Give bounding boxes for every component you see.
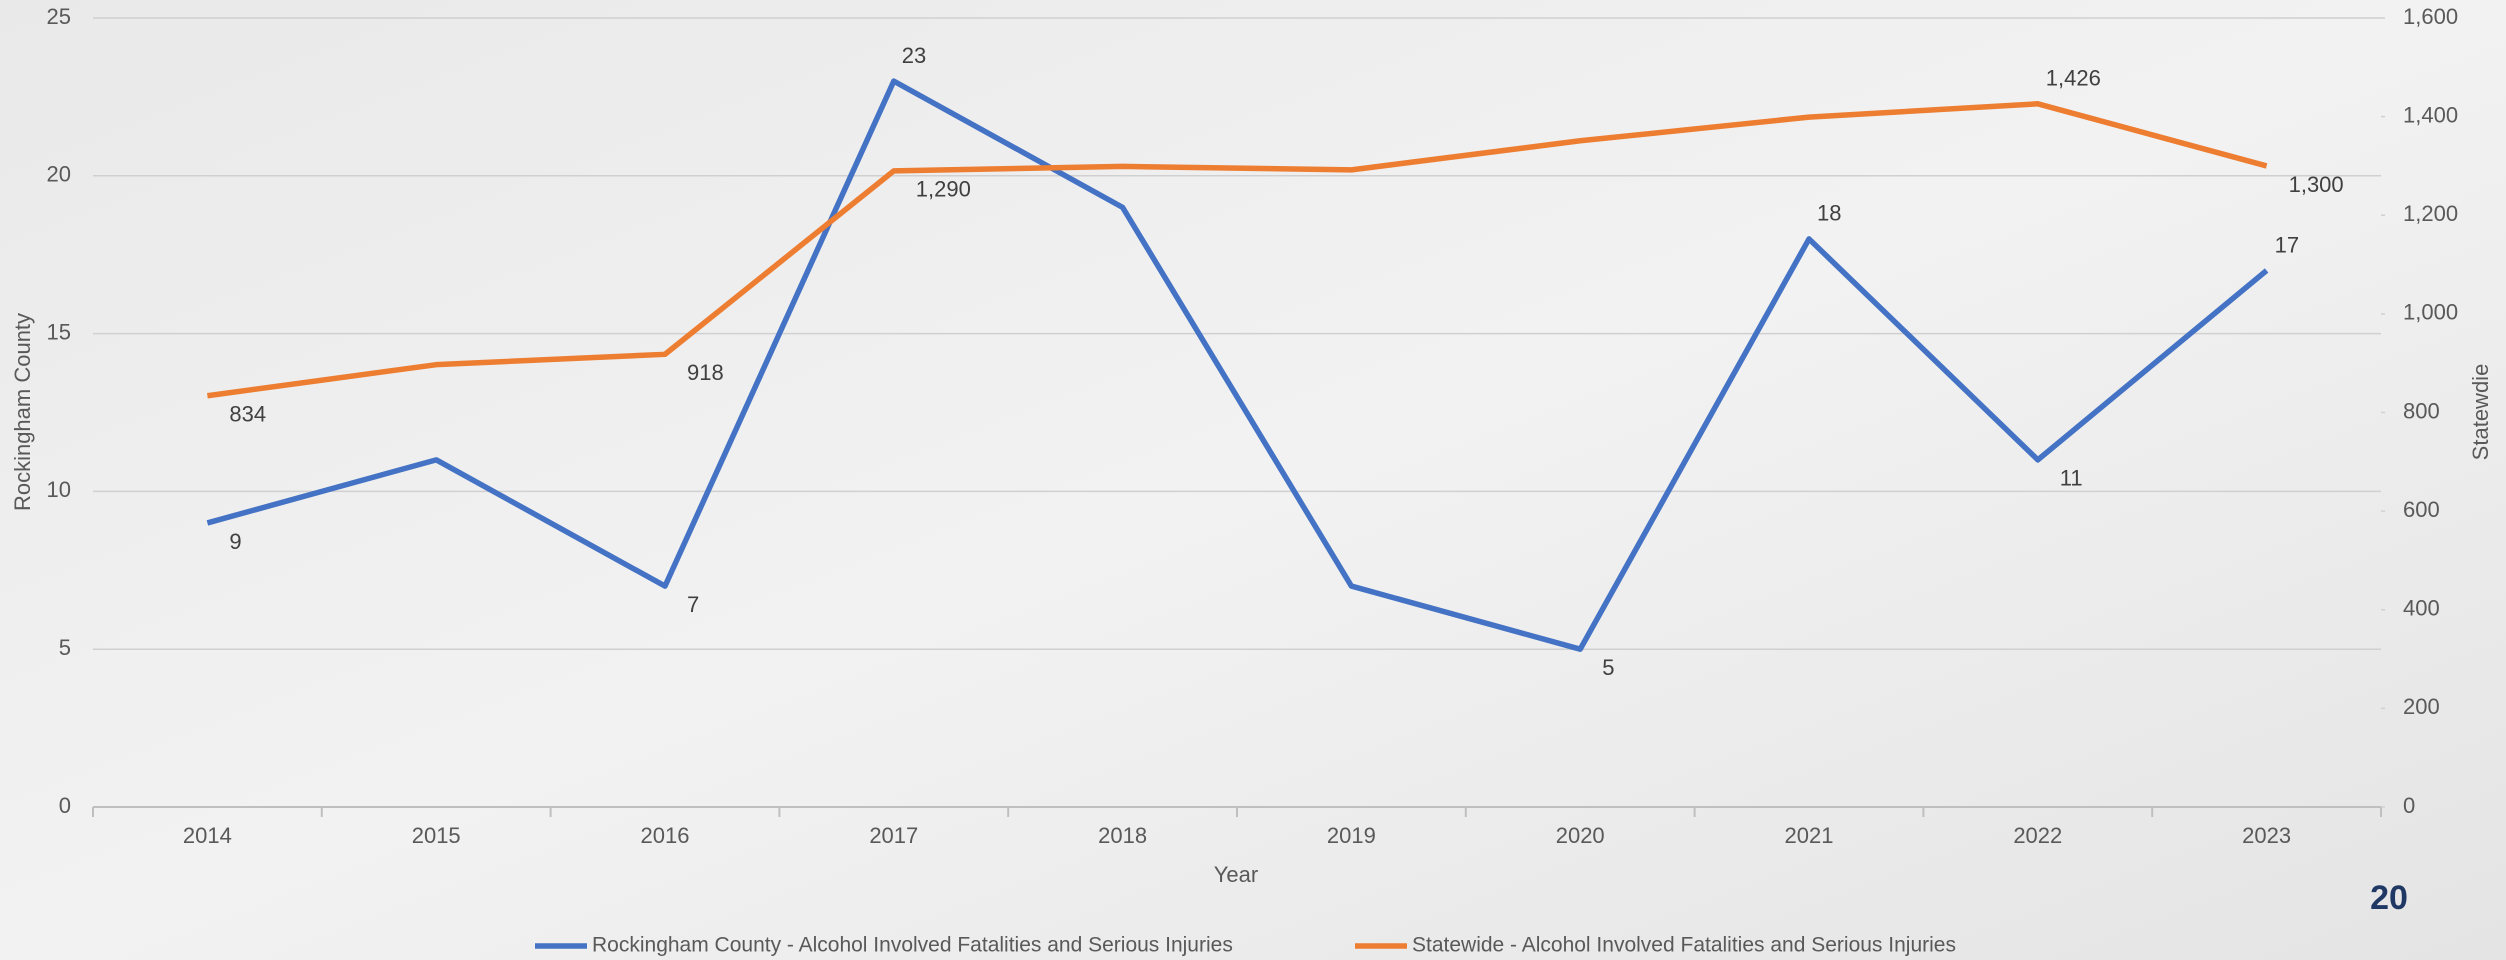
x-tick-label: 2015 <box>412 823 461 848</box>
y2-tick-label: 400 <box>2403 596 2440 621</box>
data-label: 11 <box>2060 466 2083 491</box>
page-number: 20 <box>2370 879 2408 917</box>
data-label: 9 <box>229 529 241 554</box>
x-tick-label: 2020 <box>1556 823 1605 848</box>
x-tick-label: 2018 <box>1098 823 1147 848</box>
x-axis-title: Year <box>1214 862 1258 887</box>
y2-tick-label: 600 <box>2403 497 2440 522</box>
legend-label: Statewide - Alcohol Involved Fatalities … <box>1412 934 1956 957</box>
y2-tick-label: 200 <box>2403 694 2440 719</box>
y2-tick-label: 0 <box>2403 793 2415 818</box>
data-label: 5 <box>1602 655 1614 680</box>
x-tick-label: 2019 <box>1327 823 1376 848</box>
y-tick-label: 20 <box>47 162 71 187</box>
data-label: 1,290 <box>916 177 971 202</box>
chart: Year Rockingham County Statewdie 20 0 5 10… <box>0 0 2506 960</box>
x-tick-label: 2016 <box>641 823 690 848</box>
y2-tick-label: 1,200 <box>2403 201 2458 226</box>
x-tick-label: 2014 <box>183 823 232 848</box>
y-tick-label: 15 <box>47 319 71 344</box>
x-tick-label: 2021 <box>1785 823 1834 848</box>
data-label: 834 <box>229 402 266 427</box>
data-label: 7 <box>687 592 699 617</box>
y-tick-label: 10 <box>47 477 71 502</box>
y2-tick-label: 1,000 <box>2403 300 2458 325</box>
x-tick-label: 2017 <box>869 823 918 848</box>
data-label: 18 <box>1817 201 1841 226</box>
data-label: 1,426 <box>2046 66 2101 91</box>
x-tick-label: 2023 <box>2242 823 2291 848</box>
data-label: 918 <box>687 360 724 385</box>
y-axis-title: Rockingham County <box>10 313 35 511</box>
legend-label: Rockingham County - Alcohol Involved Fat… <box>592 934 1233 957</box>
data-label: 17 <box>2275 232 2299 257</box>
y-tick-label: 5 <box>59 635 71 660</box>
background <box>0 0 2506 960</box>
y-tick-label: 0 <box>59 793 71 818</box>
y2-tick-label: 1,400 <box>2403 102 2458 127</box>
y2-tick-label: 800 <box>2403 398 2440 423</box>
y2-axis-title: Statewdie <box>2468 364 2493 461</box>
y2-tick-label: 1,600 <box>2403 4 2458 29</box>
y-tick-label: 25 <box>47 4 71 29</box>
data-label: 1,300 <box>2289 172 2344 197</box>
x-tick-label: 2022 <box>2013 823 2062 848</box>
data-label: 23 <box>902 43 926 68</box>
